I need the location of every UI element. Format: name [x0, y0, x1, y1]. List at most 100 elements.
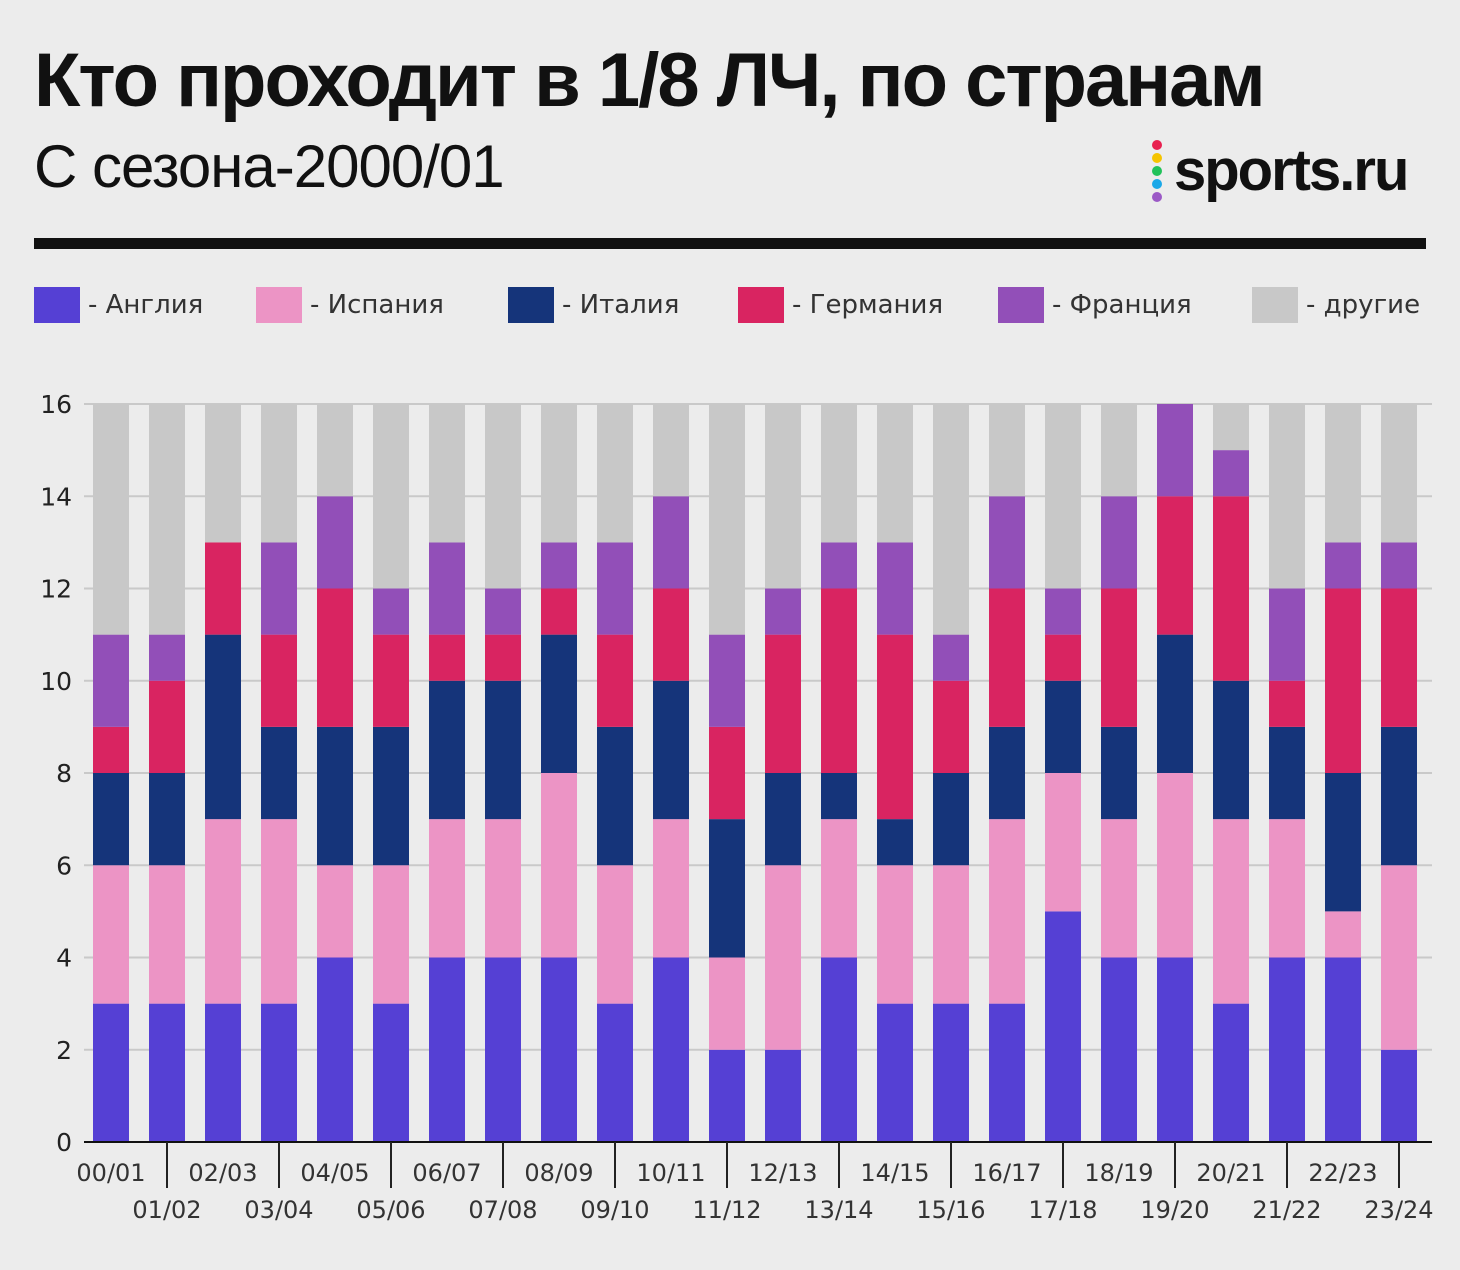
- bar-segment: [597, 542, 633, 635]
- legend-item: - Испания: [256, 283, 444, 327]
- x-tick-label: 12/13: [748, 1159, 817, 1187]
- bar-segment: [1325, 404, 1361, 543]
- bar-segment: [1101, 819, 1137, 958]
- bar-segment: [541, 588, 577, 635]
- bar-segment: [597, 404, 633, 543]
- bar-segment: [653, 819, 689, 958]
- bar-segment: [373, 588, 409, 635]
- bar-segment: [821, 957, 857, 1142]
- legend-label: - Германия: [792, 290, 944, 320]
- bar-segment: [149, 680, 185, 773]
- x-tick-label: 16/17: [972, 1159, 1041, 1187]
- bar-segment: [709, 404, 745, 635]
- bar-segment: [597, 865, 633, 1004]
- bar-segment: [1381, 1049, 1417, 1142]
- legend-item: - Италия: [508, 283, 679, 327]
- bar-segment: [429, 542, 465, 635]
- bar-segment: [1157, 773, 1193, 958]
- bar-segment: [1157, 957, 1193, 1142]
- y-tick-label: 10: [40, 667, 72, 696]
- bar-segment: [485, 588, 521, 635]
- legend-swatch: [34, 287, 80, 323]
- logo-dot: [1152, 166, 1162, 176]
- bar-segment: [1101, 404, 1137, 497]
- y-tick-label: 14: [40, 482, 72, 511]
- bar-segment: [1213, 450, 1249, 497]
- bar-segment: [597, 726, 633, 866]
- bar-segment: [317, 957, 353, 1142]
- bar-segment: [205, 542, 241, 635]
- bar-segment: [373, 634, 409, 727]
- bar-segment: [1325, 542, 1361, 589]
- legend: - Англия - Испания - Италия - Германия - Фра…: [34, 283, 1430, 327]
- legend-label: - другие: [1306, 290, 1421, 320]
- bar-segment: [541, 634, 577, 773]
- legend-item: - Германия: [738, 283, 943, 327]
- bar-segment: [373, 865, 409, 1004]
- bar-segment: [93, 726, 129, 773]
- bar-segment: [261, 1003, 297, 1142]
- bar-segment: [933, 773, 969, 866]
- x-tick-label: 19/20: [1140, 1196, 1209, 1224]
- x-tick-label: 04/05: [300, 1159, 369, 1187]
- x-tick-label: 06/07: [412, 1159, 481, 1187]
- legend-item: - Англия: [34, 283, 203, 327]
- bar-segment: [989, 819, 1025, 1004]
- bar-segment: [261, 726, 297, 820]
- legend-label: - Франция: [1052, 290, 1192, 320]
- bar-segment: [933, 1003, 969, 1142]
- logo-dot: [1152, 192, 1162, 202]
- bar-segment: [317, 588, 353, 727]
- bar-segment: [1157, 404, 1193, 497]
- legend-swatch: [1252, 287, 1298, 323]
- y-tick-label: 8: [56, 759, 72, 788]
- bar-segment: [877, 542, 913, 635]
- bar-segment: [1157, 496, 1193, 635]
- y-tick-label: 2: [56, 1036, 72, 1065]
- bar-segment: [709, 957, 745, 1050]
- bar-segment: [1045, 634, 1081, 681]
- bar-segment: [765, 865, 801, 1050]
- x-tick-label: 14/15: [860, 1159, 929, 1187]
- bar-segment: [765, 588, 801, 635]
- bar-segment: [93, 404, 129, 635]
- y-tick-label: 16: [40, 390, 72, 419]
- bar-segment: [1381, 726, 1417, 866]
- bar-segment: [1213, 496, 1249, 681]
- bar-segment: [1045, 911, 1081, 1142]
- page-subtitle: С сезона-2000/01: [34, 133, 505, 200]
- bar-segment: [933, 404, 969, 635]
- bar-segment: [1381, 865, 1417, 1050]
- bar-segment: [597, 1003, 633, 1142]
- bar-segment: [1269, 404, 1305, 589]
- bar-segment: [1325, 957, 1361, 1142]
- page-title: Кто проходит в 1/8 ЛЧ, по странам: [34, 38, 1266, 123]
- x-tick-label: 17/18: [1028, 1196, 1097, 1224]
- bar-segment: [205, 819, 241, 1004]
- bar-segment: [1213, 1003, 1249, 1142]
- logo-dot: [1152, 179, 1162, 189]
- y-tick-label: 6: [56, 851, 72, 880]
- bar-segment: [1381, 404, 1417, 543]
- bar-segment: [149, 404, 185, 635]
- bar-segment: [205, 634, 241, 820]
- bar-segment: [149, 1003, 185, 1142]
- bar-segment: [765, 634, 801, 773]
- x-tick-label: 18/19: [1084, 1159, 1153, 1187]
- bar-segment: [1101, 496, 1137, 589]
- bar-segment: [1213, 680, 1249, 820]
- bar-segment: [1101, 588, 1137, 727]
- logo-dots-icon: [1152, 140, 1166, 205]
- bar-segment: [541, 957, 577, 1142]
- bar-segment: [1213, 819, 1249, 1004]
- bar-segment: [989, 404, 1025, 497]
- bar-segment: [877, 1003, 913, 1142]
- x-tick-label: 08/09: [524, 1159, 593, 1187]
- bar-segment: [93, 773, 129, 866]
- bar-segment: [989, 496, 1025, 589]
- bar-segment: [709, 634, 745, 727]
- bar-segment: [317, 865, 353, 958]
- x-tick-label: 15/16: [916, 1196, 985, 1224]
- bar-segment: [373, 726, 409, 866]
- bar-segment: [653, 496, 689, 589]
